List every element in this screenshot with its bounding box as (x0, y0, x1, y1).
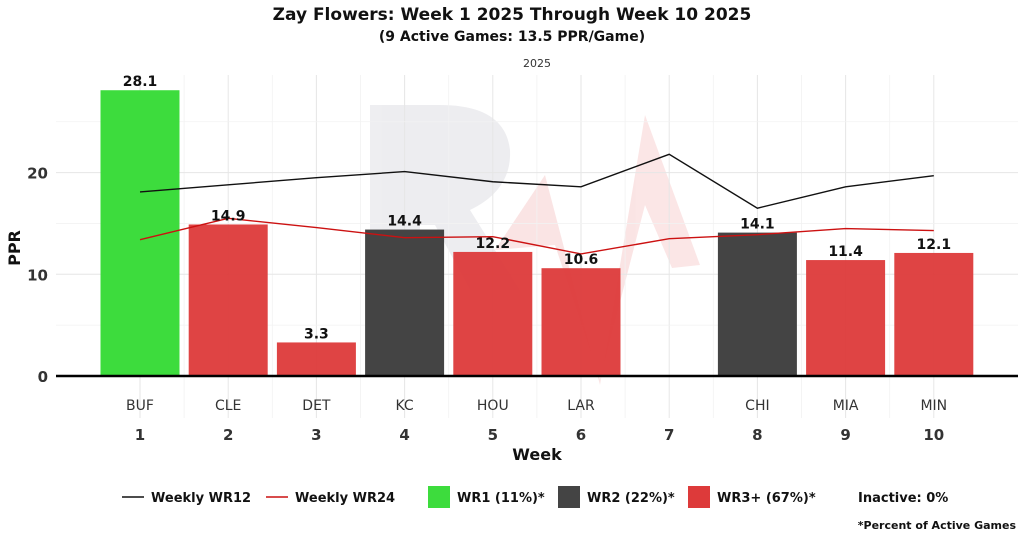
legend-color-swatch (428, 486, 450, 508)
legend-label: Inactive: 0% (858, 491, 948, 506)
legend-label: Weekly WR24 (295, 491, 395, 506)
legend-label: WR2 (22%)* (587, 491, 675, 506)
series-line-wr24 (139, 217, 934, 255)
bar-value-label: 11.4 (828, 244, 863, 260)
chart-title: Zay Flowers: Week 1 2025 Through Week 10… (272, 5, 752, 25)
x-opponent-label: MIN (920, 398, 947, 414)
bar-value-label: 3.3 (304, 326, 329, 342)
x-tick-label: 9 (840, 426, 850, 444)
x-tick-label: 2 (223, 426, 233, 444)
series-line-wr12 (139, 153, 934, 209)
bar-value-label: 14.9 (211, 208, 246, 224)
bar-value-label: 14.1 (740, 217, 775, 233)
x-opponent-label: KC (395, 398, 413, 414)
bar-value-label: 28.1 (123, 74, 158, 90)
y-axis-title: PPR (5, 230, 24, 266)
x-tick-label: 5 (488, 426, 498, 444)
legend-item: Weekly WR24 (266, 491, 395, 506)
legend-item: WR3+ (67%)* (688, 486, 816, 508)
x-opponent-label: DET (302, 398, 331, 414)
bar-week-10 (894, 252, 974, 376)
bar-value-label: 12.2 (476, 236, 511, 252)
x-tick-label: 8 (752, 426, 762, 444)
bar-week-6 (541, 268, 621, 376)
x-tick-label: 7 (664, 426, 674, 444)
legend-item: Weekly WR12 (122, 491, 251, 506)
x-opponent-label: CLE (215, 398, 241, 414)
x-opponent-label: MIA (833, 398, 859, 414)
x-opponent-label: LAR (567, 398, 595, 414)
x-opponent-label: BUF (126, 398, 154, 414)
y-tick-label: 0 (38, 368, 48, 386)
legend-label: WR3+ (67%)* (717, 491, 816, 506)
x-tick-label: 1 (135, 426, 145, 444)
x-opponent-label: HOU (477, 398, 509, 414)
x-axis-title: Week (512, 445, 562, 464)
legend-color-swatch (688, 486, 710, 508)
bar-week-8 (717, 232, 797, 376)
x-tick-label: 10 (923, 426, 944, 444)
y-tick-label: 20 (27, 165, 48, 183)
legend-label: Weekly WR12 (151, 491, 251, 506)
bar-week-5 (453, 251, 533, 376)
bar-week-4 (365, 229, 445, 376)
x-tick-label: 3 (311, 426, 321, 444)
legend-item: Inactive: 0% (858, 491, 948, 506)
bar-week-3 (276, 342, 356, 376)
bar-value-label: 10.6 (564, 252, 599, 268)
x-tick-label: 6 (576, 426, 586, 444)
bar-week-2 (188, 224, 268, 376)
legend-color-swatch (558, 486, 580, 508)
chart-subtitle: (9 Active Games: 13.5 PPR/Game) (378, 29, 646, 45)
bar-value-label: 12.1 (917, 237, 952, 253)
x-tick-label: 4 (399, 426, 409, 444)
footnote: *Percent of Active Games (857, 519, 1016, 532)
legend-item: WR1 (11%)* (428, 486, 545, 508)
panel-label: 2025 (523, 57, 551, 70)
y-tick-label: 10 (27, 266, 48, 284)
legend-item: WR2 (22%)* (558, 486, 675, 508)
legend-label: WR1 (11%)* (457, 491, 545, 506)
x-opponent-label: CHI (745, 398, 769, 414)
bar-value-label: 14.4 (387, 214, 422, 230)
bar-week-9 (806, 260, 886, 376)
